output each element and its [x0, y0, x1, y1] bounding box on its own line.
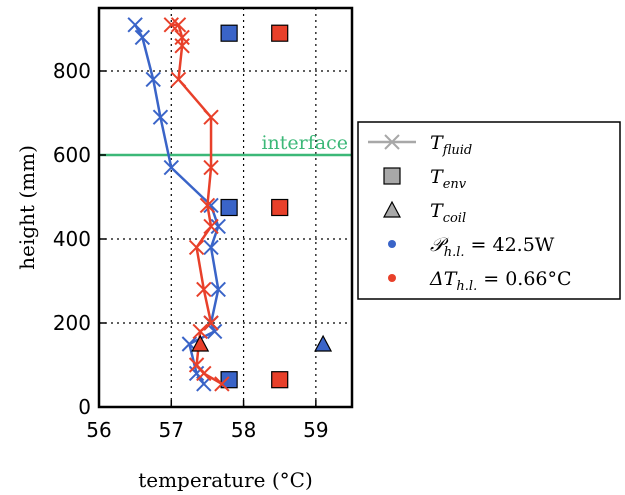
y-tick-label: 600: [53, 143, 91, 167]
fluid-point: [188, 239, 205, 256]
legend-label: Tenv: [430, 166, 467, 192]
y-tick-label: 0: [78, 395, 91, 419]
coil-marker: [314, 334, 333, 352]
x-stroke: [196, 281, 212, 298]
fluid-point: [203, 239, 219, 256]
fluid-point: [174, 29, 190, 46]
fluid-point: [145, 71, 161, 88]
legend-label: Tfluid: [430, 132, 472, 158]
fluid-point: [199, 197, 216, 214]
x-stroke: [210, 281, 226, 298]
coil-marker: [191, 334, 210, 352]
legend-label: 𝒫h.l. = 42.5W: [430, 234, 555, 260]
fluid-point: [188, 357, 205, 373]
x-stroke: [203, 239, 219, 256]
legend-entry: ΔTh.l. = 0.66°C: [388, 268, 572, 294]
series-layer: [127, 17, 333, 392]
x-stroke: [203, 218, 219, 235]
x-stroke: [203, 315, 219, 331]
interface-label: interface: [261, 132, 348, 154]
series-0: [127, 17, 333, 392]
env-marker: [271, 24, 289, 42]
x-stroke: [196, 365, 212, 382]
fluid-point: [203, 109, 219, 125]
x-stroke: [203, 159, 219, 176]
fluid-point: [170, 71, 187, 88]
env-marker: [271, 371, 289, 389]
x-tick-label: 59: [303, 418, 328, 442]
env-marker: [220, 198, 238, 217]
x-stroke: [127, 17, 143, 33]
legend-dot-icon: [388, 274, 396, 282]
interface-layer: interface: [99, 132, 352, 157]
legend-entry: Tfluid: [368, 132, 472, 158]
env-marker: [271, 198, 289, 217]
ticks: 56 57 58 59 0 200 400 600 800: [53, 59, 329, 442]
x-stroke: [384, 134, 400, 150]
fluid-point: [210, 281, 226, 298]
x-stroke: [170, 17, 187, 33]
fluid-point: [203, 159, 219, 176]
legend-triangle-icon: [383, 200, 401, 218]
x-stroke: [192, 323, 208, 340]
series-1: [163, 17, 289, 392]
legend-label: Tcoil: [430, 200, 466, 226]
x-stroke: [203, 109, 219, 125]
fluid-point: [203, 315, 219, 331]
x-tick-label: 57: [159, 418, 184, 442]
fluid-point: [152, 109, 169, 125]
y-tick-label: 800: [53, 59, 91, 83]
x-stroke: [188, 357, 205, 373]
legend: Tfluid Tenv Tcoil 𝒫h.l. = 42.5W ΔTh.l. = 0.6…: [357, 121, 621, 300]
fluid-point: [127, 17, 143, 33]
legend-box: [357, 121, 621, 300]
x-stroke: [145, 71, 161, 88]
fluid-point: [192, 323, 208, 340]
x-tick-label: 58: [231, 418, 256, 442]
fluid-point: [196, 281, 212, 298]
fluid-point: [210, 218, 226, 235]
y-tick-label: 200: [53, 311, 91, 335]
y-axis-label: height (mm): [15, 145, 39, 270]
x-stroke: [210, 218, 226, 235]
x-stroke: [152, 109, 169, 125]
fluid-point: [214, 376, 230, 392]
env-marker: [220, 371, 238, 389]
x-stroke: [214, 376, 230, 392]
plot-frame: [97, 6, 354, 409]
y-tick-label: 400: [53, 227, 91, 251]
x-stroke: [134, 29, 151, 46]
x-stroke: [203, 197, 219, 214]
x-stroke: [163, 159, 179, 176]
fluid-point: [203, 218, 219, 235]
x-stroke: [174, 29, 190, 46]
legend-entry: Tenv: [383, 166, 467, 192]
fluid-point: [163, 17, 179, 33]
fluid-point: [203, 197, 219, 214]
legend-entry: Tcoil: [383, 200, 466, 226]
x-tick-label: 56: [86, 418, 111, 442]
legend-square-icon: [383, 167, 401, 185]
legend-dot-icon: [388, 240, 396, 248]
legend-label: ΔTh.l. = 0.66°C: [429, 268, 572, 294]
x-stroke: [170, 71, 187, 88]
x-stroke: [163, 17, 179, 33]
legend-entry: 𝒫h.l. = 42.5W: [388, 234, 555, 260]
x-stroke: [199, 197, 216, 214]
env-marker: [220, 24, 238, 42]
fluid-point: [134, 29, 151, 46]
legend-x-icon: [384, 134, 400, 150]
fluid-point: [206, 323, 223, 340]
x-stroke: [188, 239, 205, 256]
fluid-point: [170, 17, 187, 33]
x-stroke: [181, 336, 198, 352]
x-stroke: [206, 323, 223, 340]
fluid-line: [134, 24, 220, 385]
x-axis-label: temperature (°C): [138, 468, 313, 492]
fluid-point: [163, 159, 179, 176]
